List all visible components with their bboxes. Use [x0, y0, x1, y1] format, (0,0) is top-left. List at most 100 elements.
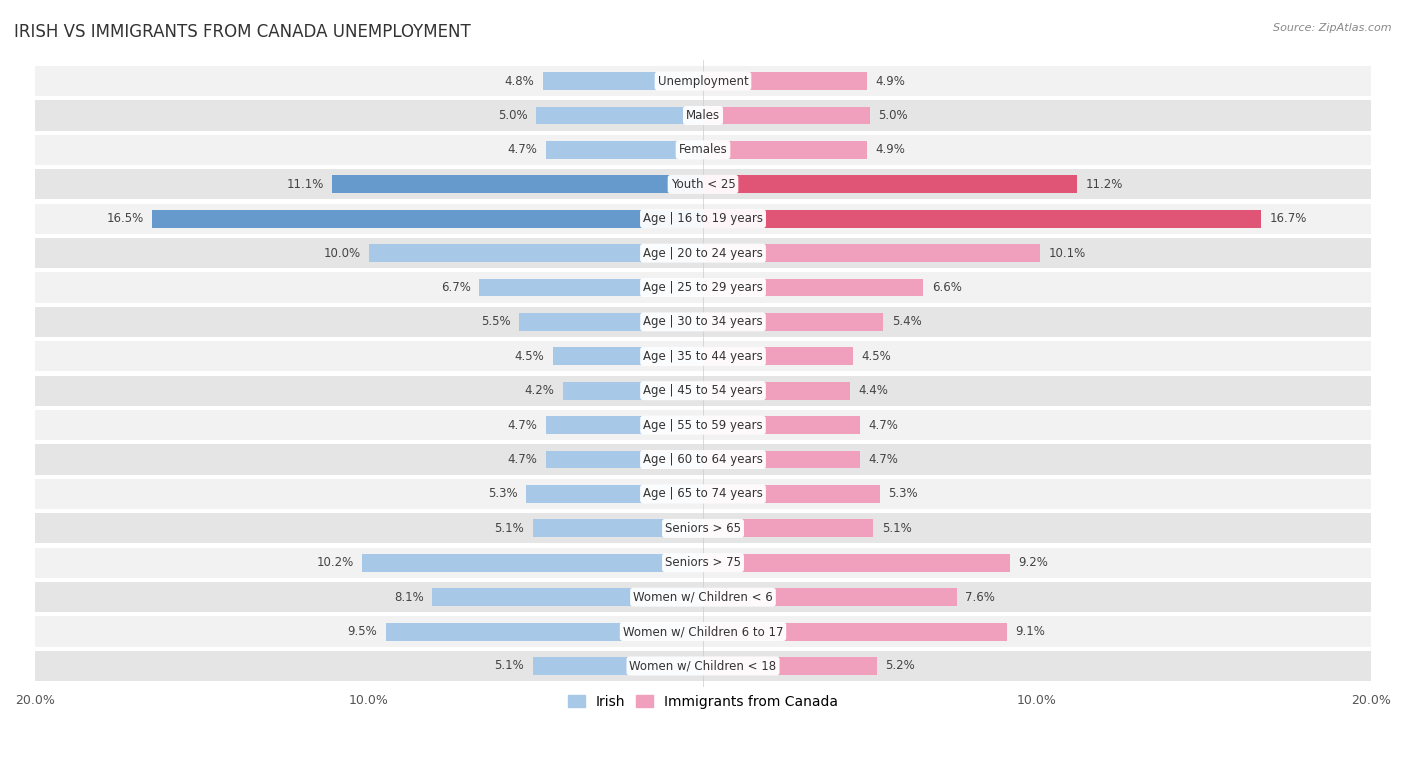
Text: 9.5%: 9.5%: [347, 625, 377, 638]
Bar: [35, 616, 1371, 646]
Bar: [35, 444, 1371, 475]
Text: 4.2%: 4.2%: [524, 385, 554, 397]
Bar: [543, 72, 703, 90]
Bar: [35, 307, 1371, 337]
Bar: [703, 141, 866, 159]
Bar: [368, 245, 703, 262]
Bar: [533, 519, 703, 537]
Text: Age | 35 to 44 years: Age | 35 to 44 years: [643, 350, 763, 363]
Text: 9.1%: 9.1%: [1015, 625, 1045, 638]
Text: Age | 30 to 34 years: Age | 30 to 34 years: [643, 316, 763, 329]
Text: 6.7%: 6.7%: [441, 281, 471, 294]
Bar: [546, 416, 703, 434]
Bar: [703, 107, 870, 124]
Text: Age | 55 to 59 years: Age | 55 to 59 years: [643, 419, 763, 431]
Bar: [35, 375, 1371, 406]
Bar: [546, 141, 703, 159]
Text: 10.1%: 10.1%: [1049, 247, 1085, 260]
Bar: [703, 450, 860, 469]
Text: Youth < 25: Youth < 25: [671, 178, 735, 191]
Bar: [536, 107, 703, 124]
Text: 16.5%: 16.5%: [107, 212, 143, 225]
Bar: [35, 478, 1371, 509]
Text: Seniors > 75: Seniors > 75: [665, 556, 741, 569]
Bar: [35, 273, 1371, 303]
Text: 4.8%: 4.8%: [505, 74, 534, 88]
Text: Women w/ Children 6 to 17: Women w/ Children 6 to 17: [623, 625, 783, 638]
Text: Age | 25 to 29 years: Age | 25 to 29 years: [643, 281, 763, 294]
Text: 4.7%: 4.7%: [869, 419, 898, 431]
Bar: [546, 450, 703, 469]
Bar: [703, 279, 924, 297]
Bar: [703, 347, 853, 366]
Bar: [363, 554, 703, 572]
Bar: [703, 485, 880, 503]
Bar: [35, 238, 1371, 268]
Bar: [703, 382, 851, 400]
Text: Age | 16 to 19 years: Age | 16 to 19 years: [643, 212, 763, 225]
Bar: [433, 588, 703, 606]
Text: 16.7%: 16.7%: [1270, 212, 1306, 225]
Text: 5.5%: 5.5%: [481, 316, 510, 329]
Bar: [35, 651, 1371, 681]
Bar: [533, 657, 703, 675]
Bar: [385, 622, 703, 640]
Text: 10.2%: 10.2%: [316, 556, 354, 569]
Bar: [703, 176, 1077, 193]
Legend: Irish, Immigrants from Canada: Irish, Immigrants from Canada: [562, 689, 844, 714]
Bar: [553, 347, 703, 366]
Text: IRISH VS IMMIGRANTS FROM CANADA UNEMPLOYMENT: IRISH VS IMMIGRANTS FROM CANADA UNEMPLOY…: [14, 23, 471, 41]
Text: 5.3%: 5.3%: [889, 488, 918, 500]
Text: 11.2%: 11.2%: [1085, 178, 1123, 191]
Bar: [479, 279, 703, 297]
Bar: [703, 72, 866, 90]
Text: 5.1%: 5.1%: [882, 522, 911, 535]
Text: 5.1%: 5.1%: [495, 522, 524, 535]
Bar: [703, 210, 1261, 228]
Text: 4.9%: 4.9%: [875, 143, 905, 157]
Text: 9.2%: 9.2%: [1019, 556, 1049, 569]
Text: 4.7%: 4.7%: [869, 453, 898, 466]
Text: 4.5%: 4.5%: [862, 350, 891, 363]
Text: 5.2%: 5.2%: [884, 659, 915, 672]
Text: 11.1%: 11.1%: [287, 178, 323, 191]
Text: 8.1%: 8.1%: [394, 590, 425, 603]
Text: Women w/ Children < 18: Women w/ Children < 18: [630, 659, 776, 672]
Bar: [35, 66, 1371, 96]
Bar: [703, 519, 873, 537]
Text: Males: Males: [686, 109, 720, 122]
Text: 10.0%: 10.0%: [323, 247, 360, 260]
Text: 4.5%: 4.5%: [515, 350, 544, 363]
Text: 5.0%: 5.0%: [498, 109, 527, 122]
Text: Age | 45 to 54 years: Age | 45 to 54 years: [643, 385, 763, 397]
Bar: [35, 547, 1371, 578]
Bar: [35, 341, 1371, 372]
Text: Age | 65 to 74 years: Age | 65 to 74 years: [643, 488, 763, 500]
Text: Females: Females: [679, 143, 727, 157]
Bar: [35, 101, 1371, 131]
Text: 5.3%: 5.3%: [488, 488, 517, 500]
Bar: [35, 135, 1371, 165]
Bar: [703, 588, 957, 606]
Bar: [703, 416, 860, 434]
Bar: [526, 485, 703, 503]
Text: Unemployment: Unemployment: [658, 74, 748, 88]
Bar: [35, 204, 1371, 234]
Text: Women w/ Children < 6: Women w/ Children < 6: [633, 590, 773, 603]
Text: 4.7%: 4.7%: [508, 419, 537, 431]
Bar: [703, 657, 877, 675]
Text: Seniors > 65: Seniors > 65: [665, 522, 741, 535]
Text: 6.6%: 6.6%: [932, 281, 962, 294]
Bar: [35, 513, 1371, 544]
Text: 7.6%: 7.6%: [965, 590, 995, 603]
Bar: [332, 176, 703, 193]
Bar: [35, 410, 1371, 441]
Bar: [519, 313, 703, 331]
Bar: [703, 622, 1007, 640]
Text: 4.7%: 4.7%: [508, 453, 537, 466]
Bar: [703, 245, 1040, 262]
Text: 4.7%: 4.7%: [508, 143, 537, 157]
Text: 5.4%: 5.4%: [891, 316, 921, 329]
Bar: [703, 313, 883, 331]
Text: Age | 60 to 64 years: Age | 60 to 64 years: [643, 453, 763, 466]
